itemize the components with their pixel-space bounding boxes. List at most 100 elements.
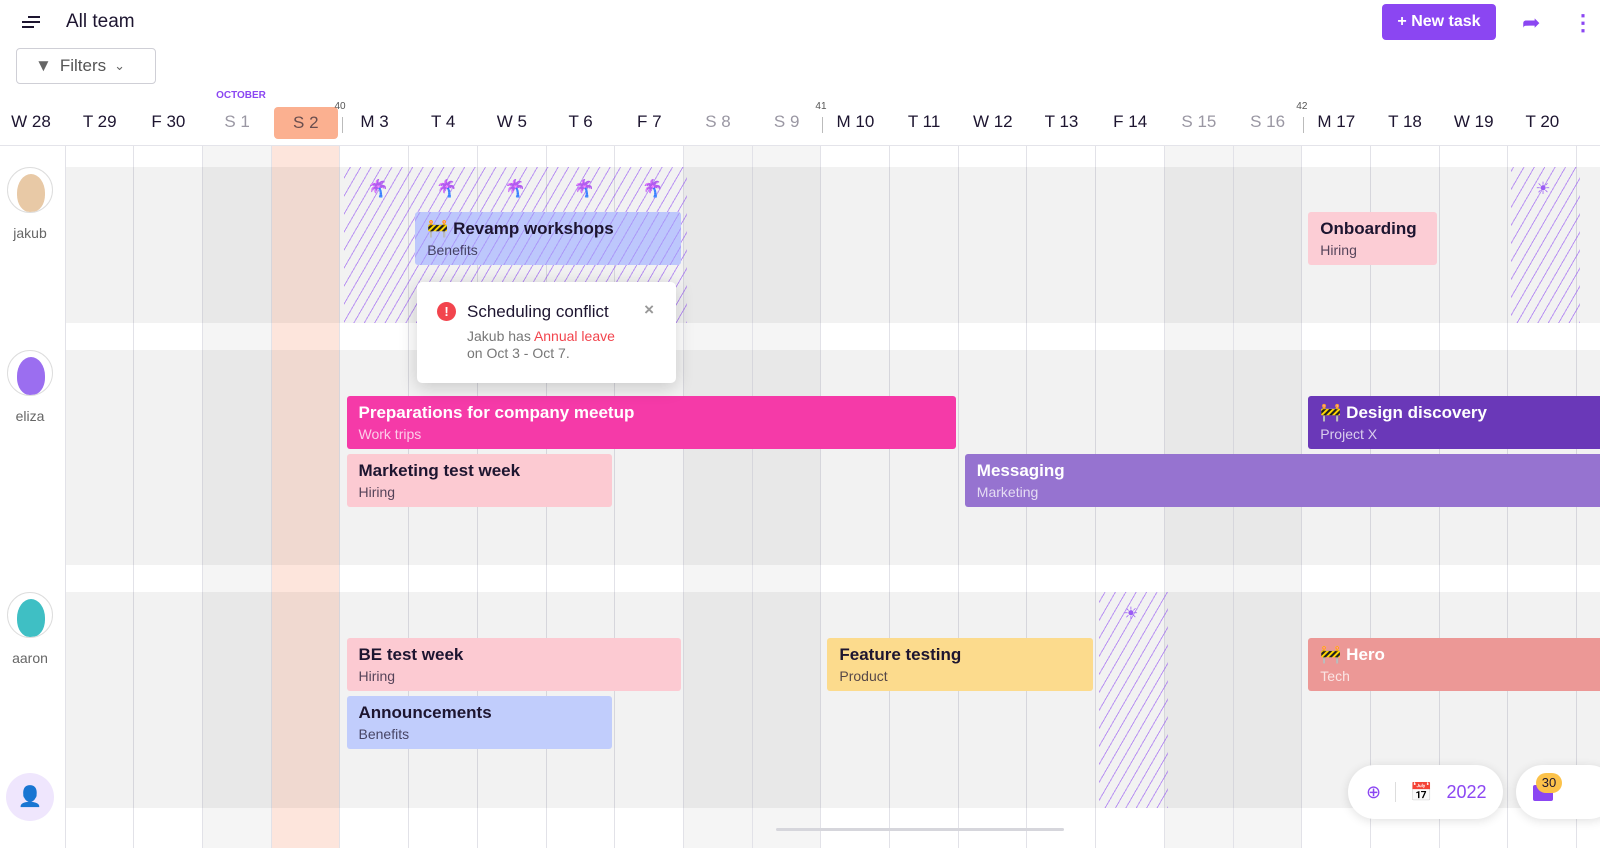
day-header[interactable]: W 12 xyxy=(972,112,1013,131)
task-category: Hiring xyxy=(1320,242,1357,258)
day-header[interactable]: W 5 xyxy=(496,112,527,131)
day-header[interactable]: T 6 xyxy=(568,112,593,131)
day-header[interactable]: M 17 xyxy=(1317,112,1356,131)
avatar[interactable] xyxy=(7,167,53,213)
task-title: Preparations for company meetup xyxy=(358,403,635,422)
task-card[interactable]: Announcements Benefits xyxy=(346,696,613,749)
day-header[interactable]: S 1 xyxy=(224,112,250,131)
new-task-button[interactable]: + New task xyxy=(1382,4,1496,40)
filter-icon: ▼ xyxy=(35,56,52,75)
leave-type-link: Annual leave xyxy=(533,328,615,344)
day-column xyxy=(752,146,822,848)
day-header[interactable]: T 4 xyxy=(431,112,456,131)
palm-tree-icon: 🌴 xyxy=(642,179,664,198)
day-header[interactable]: F 7 xyxy=(637,112,662,131)
inbox-button[interactable]: 30 xyxy=(1516,765,1600,819)
day-column xyxy=(0,146,66,848)
day-column xyxy=(615,146,684,848)
day-column xyxy=(203,146,272,848)
week-separator xyxy=(822,117,824,133)
task-category: Benefits xyxy=(427,242,478,258)
leave-period: ☀ xyxy=(1511,167,1581,323)
filters-button[interactable]: ▼ Filters ⌄ xyxy=(16,48,156,84)
popup-text: Jakub has xyxy=(467,328,534,344)
day-header[interactable]: S 9 xyxy=(773,112,800,131)
popup-dates: on Oct 3 - Oct 7. xyxy=(467,345,570,361)
task-card[interactable]: 🚧 Hero Tech xyxy=(1308,638,1600,691)
person-row-band xyxy=(66,592,1600,808)
week-number: 40 xyxy=(334,101,346,112)
day-column xyxy=(684,146,753,848)
task-title: Announcements xyxy=(358,703,492,722)
more-options-icon[interactable]: ⋮ xyxy=(1572,10,1594,35)
palm-tree-icon: 🌴 xyxy=(504,179,527,198)
person-name: aaron xyxy=(12,650,48,666)
leave-period: ☀ xyxy=(1099,592,1168,808)
task-title: 🚧 Design discovery xyxy=(1320,403,1487,422)
task-category: Hiring xyxy=(358,668,396,684)
day-header[interactable]: W 28 xyxy=(11,112,51,131)
task-category: Benefits xyxy=(358,726,410,742)
week-separator xyxy=(1303,117,1305,133)
task-card[interactable]: BE test week Hiring xyxy=(346,638,681,691)
day-column xyxy=(821,146,891,848)
menu-icon[interactable] xyxy=(20,12,42,32)
avatar[interactable] xyxy=(7,350,53,396)
task-title: 🚧 Hero xyxy=(1320,645,1385,664)
task-category: Project X xyxy=(1320,426,1378,442)
month-label: OCTOBER xyxy=(216,90,266,101)
palm-tree-icon: 🌴 xyxy=(367,179,389,198)
day-header[interactable]: W 19 xyxy=(1453,112,1494,131)
avatar[interactable] xyxy=(7,592,53,638)
day-header[interactable]: T 20 xyxy=(1525,112,1560,131)
sun-icon: ☀ xyxy=(1123,604,1139,623)
task-title: Marketing test week xyxy=(358,461,521,480)
horizontal-scrollbar[interactable] xyxy=(776,828,1064,831)
day-header[interactable]: T 18 xyxy=(1388,112,1422,131)
day-header[interactable]: S 8 xyxy=(705,112,731,131)
chevron-down-icon: ⌄ xyxy=(114,58,126,73)
task-card[interactable]: Marketing test week Hiring xyxy=(346,454,613,507)
day-header[interactable]: F 14 xyxy=(1113,112,1148,131)
add-user-button[interactable]: 👤 xyxy=(6,773,54,821)
palm-tree-icon: 🌴 xyxy=(436,179,458,198)
day-column xyxy=(271,146,341,848)
task-category: Work trips xyxy=(358,426,422,442)
avatar-face xyxy=(17,174,45,212)
task-title: Feature testing xyxy=(839,645,962,664)
day-header[interactable]: T 13 xyxy=(1044,112,1079,131)
task-card[interactable]: Preparations for company meetup Work trip… xyxy=(346,396,956,449)
share-icon[interactable]: ➦ xyxy=(1522,10,1541,35)
day-header[interactable]: M 3 xyxy=(360,112,389,131)
day-header[interactable]: M 10 xyxy=(836,112,875,131)
week-separator xyxy=(341,117,343,133)
day-header[interactable]: T 11 xyxy=(907,112,941,131)
day-column xyxy=(66,146,135,848)
task-card[interactable]: Messaging Marketing xyxy=(964,454,1600,507)
day-header[interactable]: S 15 xyxy=(1181,112,1217,131)
task-card[interactable]: Onboarding Hiring xyxy=(1308,212,1437,265)
day-column xyxy=(890,146,959,848)
page-title: All team xyxy=(66,11,135,32)
sun-icon: ☀ xyxy=(1535,179,1551,198)
year-selector[interactable]: 2022 xyxy=(1446,781,1487,802)
week-number: 42 xyxy=(1296,101,1308,112)
task-title: Messaging xyxy=(976,461,1065,480)
day-header[interactable]: T 29 xyxy=(82,112,117,131)
task-category: Product xyxy=(839,668,888,684)
task-category: Marketing xyxy=(976,484,1039,500)
day-header[interactable]: S 16 xyxy=(1250,112,1286,131)
filters-label: Filters xyxy=(59,56,107,75)
error-icon: ! xyxy=(437,302,456,321)
zoom-in-icon[interactable]: ⊕ xyxy=(1366,781,1382,802)
task-card[interactable]: 🚧 Revamp workshops Benefits xyxy=(415,212,681,265)
task-card[interactable]: Feature testing Product xyxy=(827,638,1094,691)
day-header[interactable]: S 2 xyxy=(273,107,338,139)
task-card[interactable]: 🚧 Design discovery Project X xyxy=(1308,396,1600,449)
calendar-icon[interactable]: 📅 xyxy=(1410,781,1433,802)
close-icon[interactable]: × xyxy=(644,300,654,319)
day-header[interactable]: F 30 xyxy=(151,112,186,131)
inbox-count-badge: 30 xyxy=(1536,773,1562,793)
week-number: 41 xyxy=(815,101,827,112)
task-title: BE test week xyxy=(358,645,464,664)
